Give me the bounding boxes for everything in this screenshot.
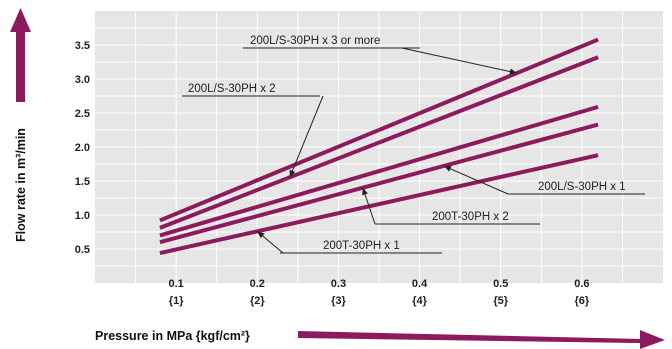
annotation-arrowhead — [289, 169, 296, 178]
x-axis-title-group: Pressure in MPa {kgf/cm²} — [95, 329, 665, 349]
x-tick-label: 0.1 — [168, 278, 183, 290]
series-line-4 — [159, 122, 599, 245]
y-tick-label: 3.5 — [75, 40, 90, 52]
y-tick-labels: 0.5 1.0 1.5 2.0 2.5 3.0 3.5 — [75, 40, 90, 256]
x-tick-sublabel: {6} — [575, 295, 590, 307]
x-tick-label: 0.3 — [331, 278, 346, 290]
x-tick-sublabel: {4} — [412, 295, 427, 307]
series-line-2 — [159, 55, 599, 230]
series-lines — [159, 37, 599, 256]
y-tick-label: 2.5 — [75, 108, 90, 120]
annotation-label: 200T-30PH x 1 — [323, 240, 400, 252]
x-tick-sublabel: {3} — [331, 295, 346, 307]
series-line-3 — [159, 104, 599, 238]
y-tick-label: 2.0 — [75, 142, 90, 154]
y-tick-label: 1.0 — [75, 210, 90, 222]
x-axis-arrow — [298, 330, 665, 349]
annotations: 200L/S-30PH x 3 or more 200L/S-30PH x 2 20… — [182, 35, 645, 254]
annotation-1: 200L/S-30PH x 3 or more — [243, 35, 518, 75]
x-tick-sublabel: {1} — [169, 295, 184, 307]
y-axis-title: Flow rate in m³/min — [14, 128, 28, 242]
annotation-label: 200L/S-30PH x 2 — [188, 83, 276, 95]
annotation-label: 200L/S-30PH x 1 — [538, 181, 626, 193]
y-tick-label: 0.5 — [75, 244, 90, 256]
y-axis-arrow-shaft — [16, 30, 25, 102]
x-tick-sublabel: {5} — [493, 295, 508, 307]
x-axis-title: Pressure in MPa {kgf/cm²} — [95, 329, 250, 343]
x-tick-label: 0.2 — [250, 278, 265, 290]
annotation-arrowhead — [362, 187, 368, 196]
y-tick-label: 1.5 — [75, 176, 90, 188]
annotation-arrowhead — [257, 231, 265, 239]
annotation-leader — [401, 47, 518, 74]
annotation-2: 200L/S-30PH x 2 — [182, 83, 324, 178]
x-tick-sublabel: {2} — [250, 295, 265, 307]
annotation-leader — [443, 165, 509, 195]
y-axis-title-group: Flow rate in m³/min — [10, 8, 31, 242]
x-tick-label: 0.4 — [412, 278, 428, 290]
series-line-1 — [159, 37, 599, 223]
annotation-label: 200L/S-30PH x 3 or more — [250, 35, 380, 47]
annotation-4: 200T-30PH x 2 — [362, 187, 540, 225]
annotation-label: 200T-30PH x 2 — [432, 211, 509, 223]
y-tick-label: 3.0 — [75, 74, 90, 86]
series-line-5 — [159, 153, 599, 256]
annotation-leader — [289, 95, 324, 178]
x-tick-labels: 0.1 {1} 0.2 {2} 0.3 {3} 0.4 {4} 0.5 {5} 0.6 {6} — [168, 278, 589, 307]
y-axis-arrow-head — [10, 8, 31, 32]
annotation-arrowhead — [443, 165, 452, 172]
annotation-5: 200T-30PH x 1 — [256, 230, 442, 254]
annotation-3: 200L/S-30PH x 1 — [443, 165, 645, 195]
x-tick-label: 0.5 — [493, 278, 508, 290]
x-tick-label: 0.6 — [574, 278, 589, 290]
annotation-arrowhead — [509, 68, 517, 75]
